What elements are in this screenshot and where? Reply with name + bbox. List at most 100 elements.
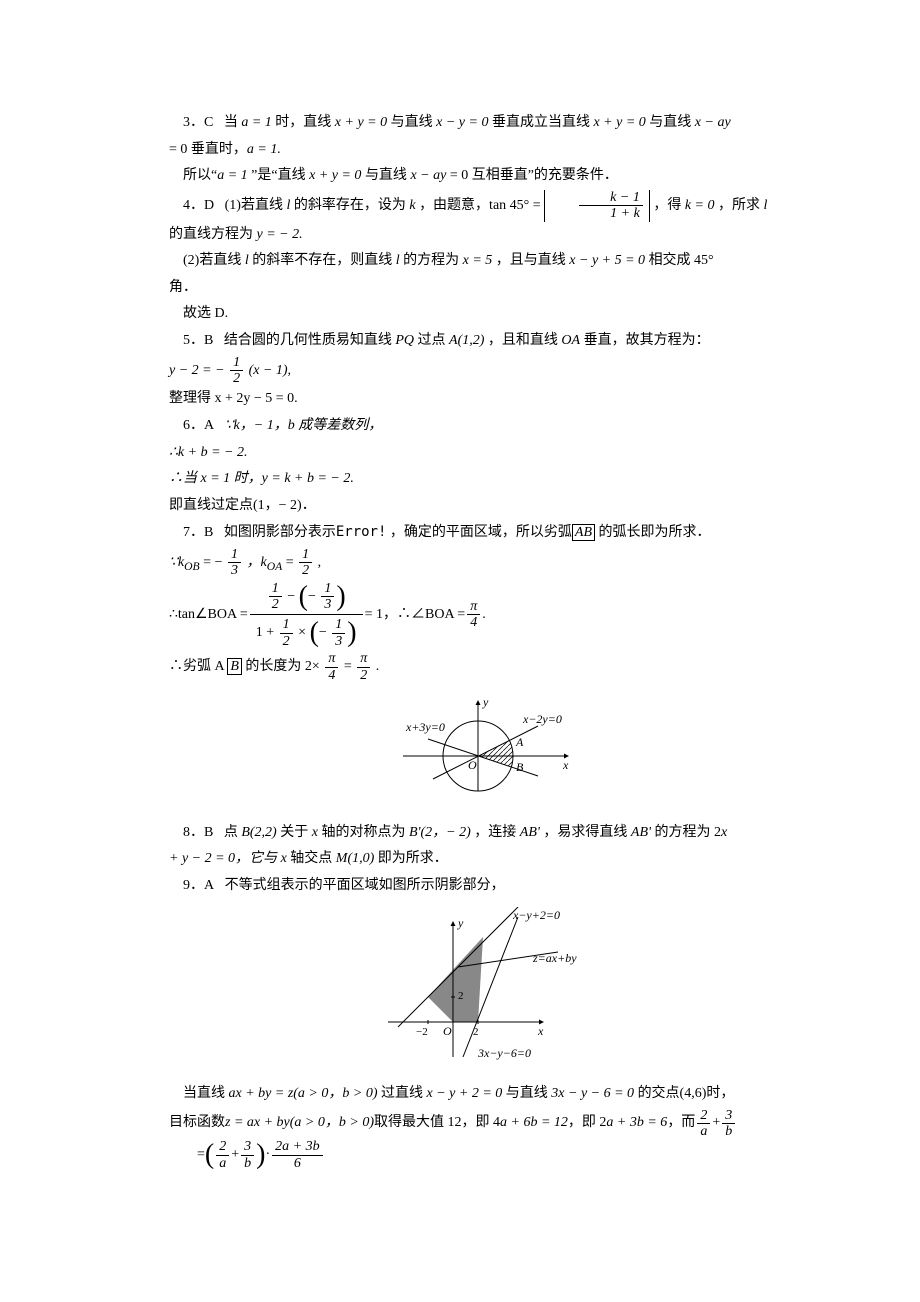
t: 轴的对称点为: [321, 825, 409, 840]
q5-eq: y − 2 = − 1 2 (x − 1),: [155, 355, 800, 387]
t: 互相垂直”的充要条件．: [472, 168, 618, 183]
d: 4: [325, 668, 338, 683]
t: ∴当 x = 1 时，y = k + b = − 2.: [169, 471, 354, 486]
t: 当: [224, 115, 242, 130]
eq: x − y + 2 = 0: [427, 1086, 503, 1101]
n: π: [467, 599, 480, 615]
t: ∵k: [169, 555, 184, 570]
fraction: 2a: [697, 1108, 710, 1140]
n: 2: [216, 1139, 229, 1155]
v: l: [764, 198, 768, 213]
eq: k = 0: [685, 198, 715, 213]
den: 1 + k: [579, 206, 643, 221]
v: OA: [561, 333, 580, 348]
eq: a = 1: [217, 168, 247, 183]
t: 不等式组表示的平面区域如图所示阴影部分，: [225, 878, 505, 893]
t: 的长度为 2×: [245, 659, 319, 674]
q5-label: 5．B: [183, 333, 213, 348]
t: 1 +: [256, 626, 278, 641]
n: 1: [299, 547, 312, 563]
t: 的直线方程为: [169, 227, 257, 242]
fraction: π2: [357, 651, 370, 683]
t: ，而: [667, 1110, 695, 1137]
eq: x = 5: [463, 253, 493, 268]
d: a: [216, 1156, 229, 1171]
n: π: [357, 651, 370, 667]
label: 2: [473, 1026, 479, 1038]
q9-line3: 目标函数 z = ax + by(a > 0，b > 0) 取得最大值 12，即…: [155, 1108, 800, 1140]
t: 的方程为 2: [655, 825, 722, 840]
t: ，且与直线: [496, 253, 570, 268]
fraction: 1 2: [230, 355, 243, 387]
q7-line1: 7．B 如图阴影部分表示Error! ，确定的平面区域，所以劣弧AB 的弧长即为…: [155, 519, 800, 547]
n: 1: [269, 581, 282, 597]
eq: x − ay: [695, 115, 731, 130]
error-text: Error!: [336, 524, 387, 540]
v: x: [312, 825, 318, 840]
t: +: [712, 1110, 720, 1137]
label: x−2y=0: [522, 712, 562, 726]
n: π: [325, 651, 338, 667]
q8-label: 8．B: [183, 825, 213, 840]
t: 如图阴影部分表示: [224, 525, 336, 540]
v: AB': [631, 825, 651, 840]
q4-label: 4．D: [183, 198, 214, 213]
t: ×: [298, 626, 309, 641]
sub: OA: [267, 560, 283, 573]
fraction: 12: [299, 547, 312, 579]
t: 角．: [169, 280, 197, 295]
fraction: 2a: [216, 1139, 229, 1171]
d: b: [241, 1156, 254, 1171]
fraction: π4: [325, 651, 338, 683]
den: 2: [230, 371, 243, 386]
label: O: [443, 1024, 452, 1038]
t: 轴交点: [290, 851, 336, 866]
q4-line4: 角．: [155, 275, 800, 302]
label: z=ax+by: [532, 951, 577, 965]
t: ∵k，− 1，b 成等差数列，: [225, 418, 383, 433]
t: 垂直，故其方程为：: [584, 333, 710, 348]
t: ，易求得直线: [543, 825, 631, 840]
eq: a + 3b = 6: [606, 1110, 667, 1137]
t: (1)若直线: [225, 198, 287, 213]
t: +: [231, 1142, 239, 1169]
n: 3: [241, 1139, 254, 1155]
d: 3: [321, 597, 334, 612]
label: y: [457, 916, 464, 930]
d: b: [722, 1124, 735, 1139]
t: 与直线: [391, 115, 437, 130]
q6-line3: ∴当 x = 1 时，y = k + b = − 2.: [155, 466, 800, 493]
q9-label: 9．A: [183, 878, 214, 893]
t: 故选 D.: [183, 306, 228, 321]
t: ∴k + b = − 2.: [169, 445, 247, 460]
eq: z = ax + by(a > 0，b > 0): [225, 1110, 374, 1137]
q9-line4: = ( 2a + 3b ) · 2a + 3b6: [155, 1139, 800, 1171]
fraction: 3b: [722, 1108, 735, 1140]
label: B: [516, 760, 524, 774]
t: ，k: [246, 555, 266, 570]
t: 目标函数: [169, 1110, 225, 1137]
label: 2: [458, 990, 464, 1002]
t: ∴劣弧 A: [169, 659, 227, 674]
v: x: [281, 851, 287, 866]
q7-tan: ∴tan∠BOA = 12 − (− 13) 1 + 12 × (− 13) =…: [155, 579, 800, 652]
t: 垂直成立当直线: [492, 115, 594, 130]
q9-line1: 9．A 不等式组表示的平面区域如图所示阴影部分，: [155, 873, 800, 900]
t: ，连接: [474, 825, 520, 840]
eq: x + y = 0: [309, 168, 361, 183]
t: ，且和直线: [488, 333, 562, 348]
t: 与直线: [506, 1086, 552, 1101]
t: −: [287, 589, 298, 604]
n: 1: [280, 617, 293, 633]
eq: a = 1: [241, 115, 271, 130]
t: ，由题意，tan 45° =: [419, 198, 544, 213]
n: 1: [321, 581, 334, 597]
label: −2: [416, 1026, 428, 1038]
q8-line1: 8．B 点 B(2,2) 关于 x 轴的对称点为 B'(2，− 2) ，连接 A…: [155, 820, 800, 847]
eq: x + y = 0: [593, 115, 645, 130]
v: B'(2，− 2): [409, 825, 471, 840]
boxed: AB: [572, 524, 595, 541]
eq: x + y = 0: [335, 115, 387, 130]
t: 点: [224, 825, 242, 840]
q4-line5: 故选 D.: [155, 301, 800, 328]
